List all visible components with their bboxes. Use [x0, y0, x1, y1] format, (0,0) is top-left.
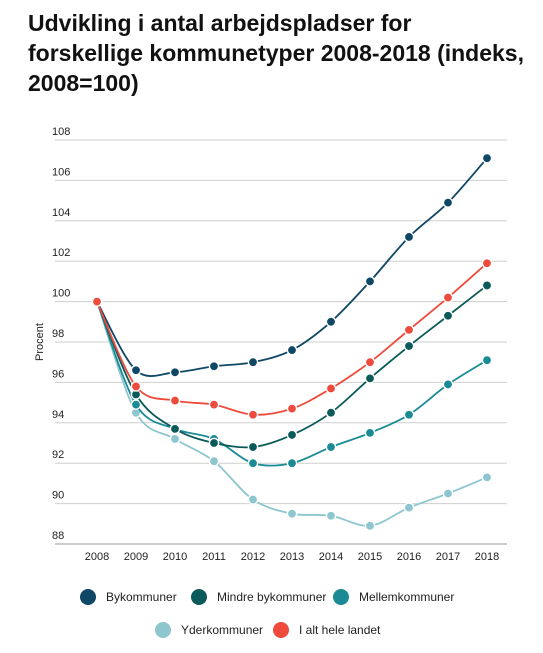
data-point-i-alt-hele-landet [403, 324, 415, 336]
legend-label-mindre-bykommuner: Mindre bykommuner [217, 590, 327, 604]
data-point-yderkommuner [481, 472, 493, 483]
y-tick-label: 90 [52, 490, 64, 502]
y-tick-labels: 88 90 92 94 96 98 100 102 104 106 108 [52, 126, 70, 542]
data-point-mindre-bykommuner [364, 373, 376, 384]
data-point-yderkommuner [364, 520, 376, 532]
data-point-i-alt-hele-landet [481, 257, 493, 269]
legend-label-bykommuner: Bykommuner [106, 590, 177, 604]
x-tick-label: 2016 [397, 551, 421, 563]
data-point-bykommuner [403, 231, 415, 243]
data-point-yderkommuner [442, 488, 454, 499]
series-i-alt-hele-landet [91, 257, 493, 421]
legend-swatch-mellemkommuner [333, 589, 349, 605]
data-point-i-alt-hele-landet [208, 399, 220, 410]
data-point-i-alt-hele-landet [169, 395, 181, 406]
x-tick-label: 2010 [163, 551, 187, 563]
legend-item-bykommuner: Bykommuner [80, 589, 177, 605]
data-point-yderkommuner [247, 494, 259, 505]
data-point-i-alt-hele-landet [364, 356, 376, 368]
series-line-mellemkommuner [96, 301, 488, 467]
data-point-mindre-bykommuner [481, 280, 493, 291]
y-tick-label: 104 [52, 207, 70, 219]
data-point-yderkommuner [325, 510, 337, 522]
y-tick-label: 100 [52, 288, 70, 300]
data-point-bykommuner [130, 364, 142, 376]
data-point-i-alt-hele-landet [325, 383, 337, 394]
data-point-bykommuner [286, 344, 298, 356]
series-line-i-alt-hele-landet [96, 262, 488, 416]
legend-label-mellemkommuner: Mellemkommuner [359, 590, 455, 604]
data-point-i-alt-hele-landet [247, 409, 259, 421]
y-tick-label: 102 [52, 247, 70, 259]
legend-item-i-alt-hele-landet: I alt hele landet [273, 622, 380, 638]
y-tick-label: 96 [52, 368, 64, 380]
data-point-mellemkommuner [286, 457, 298, 469]
legend-label-i-alt-hele-landet: I alt hele landet [299, 623, 381, 637]
x-tick-label: 2012 [241, 551, 265, 563]
gridlines [55, 139, 507, 545]
legend-swatch-bykommuner [80, 589, 96, 605]
series-lines [91, 152, 493, 532]
data-point-mellemkommuner [481, 354, 493, 366]
data-point-yderkommuner [286, 508, 298, 520]
x-tick-label: 2015 [358, 551, 382, 563]
data-point-mindre-bykommuner [169, 423, 181, 435]
y-tick-label: 94 [52, 409, 64, 421]
series-mellemkommuner [91, 296, 493, 469]
data-point-bykommuner [364, 276, 376, 287]
data-point-mindre-bykommuner [208, 437, 220, 449]
data-point-mindre-bykommuner [325, 407, 337, 419]
x-tick-label: 2013 [280, 551, 304, 563]
y-tick-label: 106 [52, 166, 70, 178]
data-point-bykommuner [247, 356, 259, 368]
data-point-i-alt-hele-landet [286, 403, 298, 414]
legend-label-yderkommuner: Yderkommuner [181, 623, 264, 637]
data-point-bykommuner [208, 360, 220, 372]
data-point-bykommuner [481, 152, 493, 164]
y-axis-label: Procent [34, 323, 46, 361]
data-point-i-alt-hele-landet [442, 292, 454, 303]
data-point-bykommuner [442, 197, 454, 208]
chart-title: Udvikling i antal arbejdspladser for for… [28, 10, 524, 96]
data-point-yderkommuner [208, 455, 220, 467]
data-point-yderkommuner [403, 502, 415, 513]
x-tick-label: 2017 [436, 551, 460, 563]
y-tick-label: 92 [52, 449, 64, 461]
x-tick-label: 2014 [319, 551, 343, 563]
data-point-mellemkommuner [442, 379, 454, 390]
y-tick-label: 88 [52, 530, 64, 542]
series-line-bykommuner [96, 157, 488, 377]
data-point-mellemkommuner [247, 457, 259, 469]
legend-swatch-yderkommuner [155, 622, 171, 638]
legend-swatch-i-alt-hele-landet [273, 622, 289, 638]
x-tick-label: 2018 [475, 551, 499, 563]
data-point-mellemkommuner [403, 409, 415, 421]
data-point-yderkommuner [169, 433, 181, 445]
series-mindre-bykommuner [91, 280, 493, 453]
data-point-bykommuner [325, 316, 337, 328]
data-point-bykommuner [169, 366, 181, 378]
data-point-mindre-bykommuner [403, 340, 415, 352]
legend-item-yderkommuner: Yderkommuner [155, 622, 263, 638]
y-tick-label: 98 [52, 328, 64, 340]
data-point-mindre-bykommuner [247, 441, 259, 453]
data-point-mindre-bykommuner [442, 310, 454, 322]
data-point-mindre-bykommuner [286, 429, 298, 441]
x-tick-labels: 2008 2009 2010 2011 2012 2013 2014 2015 2016 2017… [85, 551, 499, 563]
legend-item-mindre-bykommuner: Mindre bykommuner [191, 589, 326, 605]
data-point-mellemkommuner [325, 441, 337, 453]
x-tick-label: 2011 [202, 551, 226, 563]
legend-swatch-mindre-bykommuner [191, 589, 207, 605]
series-bykommuner [91, 152, 493, 378]
data-point-i-alt-hele-landet [91, 296, 103, 307]
data-point-i-alt-hele-landet [130, 381, 142, 392]
y-tick-label: 108 [52, 126, 70, 138]
x-tick-label: 2009 [124, 551, 148, 563]
legend-item-mellemkommuner: Mellemkommuner [333, 589, 454, 605]
x-tick-label: 2008 [85, 551, 109, 563]
data-point-mellemkommuner [364, 427, 376, 439]
data-point-mellemkommuner [130, 399, 142, 410]
